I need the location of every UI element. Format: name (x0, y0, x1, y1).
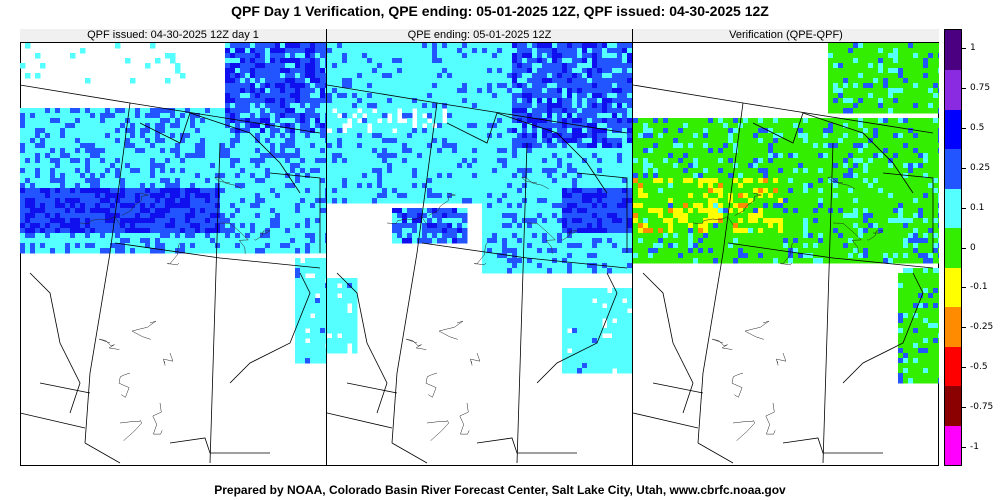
legend-swatch (945, 227, 961, 268)
legend-label: -0.25 (970, 322, 994, 333)
legend-label: 0.5 (970, 122, 985, 133)
legend-swatch (945, 188, 961, 229)
legend-label: -0.1 (970, 282, 988, 293)
qpf-map (20, 43, 326, 464)
legend-swatch (945, 148, 961, 189)
state-boundaries (633, 84, 934, 464)
legend-tick (962, 447, 966, 448)
legend-tick (962, 367, 966, 369)
legend-label: 1 (970, 43, 976, 53)
legend-tick (962, 287, 966, 289)
qpe-panel: QPE ending: 05-01-2025 12Z (326, 29, 632, 466)
verification-map (633, 43, 939, 464)
legend-tick (962, 167, 966, 169)
legend-tick (962, 207, 966, 209)
verification-panel-title: Verification (QPE-QPF) (633, 29, 939, 43)
legend-label: 0.75 (970, 82, 991, 93)
legend-tick (962, 87, 966, 89)
legend-tick (962, 48, 966, 49)
legend-swatch (945, 425, 961, 466)
legend-label: -0.75 (970, 402, 994, 413)
state-boundaries (327, 84, 628, 464)
footer-credit: Prepared by NOAA, Colorado Basin River F… (214, 483, 786, 497)
river-network (386, 176, 578, 441)
legend-tick (962, 327, 966, 329)
precip-field (633, 43, 939, 384)
color-legend (944, 29, 962, 466)
legend-swatch (945, 109, 961, 150)
legend-swatch (945, 267, 961, 308)
verification-panel: Verification (QPE-QPF) (632, 29, 939, 466)
qpf-panel: QPF issued: 04-30-2025 12Z day 1 (20, 29, 326, 466)
legend-tick (962, 247, 966, 249)
legend-swatch (945, 346, 961, 387)
legend-label: 0.25 (970, 162, 991, 173)
legend-label: 0 (970, 242, 976, 253)
legend-tick (962, 407, 966, 409)
precip-field (327, 43, 632, 374)
legend-label: -0.5 (970, 362, 988, 373)
main-title: QPF Day 1 Verification, QPE ending: 05-0… (231, 3, 769, 19)
qpe-map (327, 43, 632, 464)
river-network (79, 176, 271, 441)
qpe-panel-title: QPE ending: 05-01-2025 12Z (327, 29, 632, 43)
state-boundaries (20, 84, 321, 464)
legend-swatch (945, 385, 961, 426)
qpf-panel-title: QPF issued: 04-30-2025 12Z day 1 (20, 29, 326, 43)
legend-swatch (945, 30, 961, 70)
precip-field (20, 43, 326, 364)
legend-label: -1 (970, 442, 979, 452)
legend-swatch (945, 306, 961, 347)
legend-label: 0.1 (970, 202, 985, 213)
river-network (692, 176, 884, 441)
legend-swatch (945, 69, 961, 110)
legend-tick (962, 127, 966, 129)
